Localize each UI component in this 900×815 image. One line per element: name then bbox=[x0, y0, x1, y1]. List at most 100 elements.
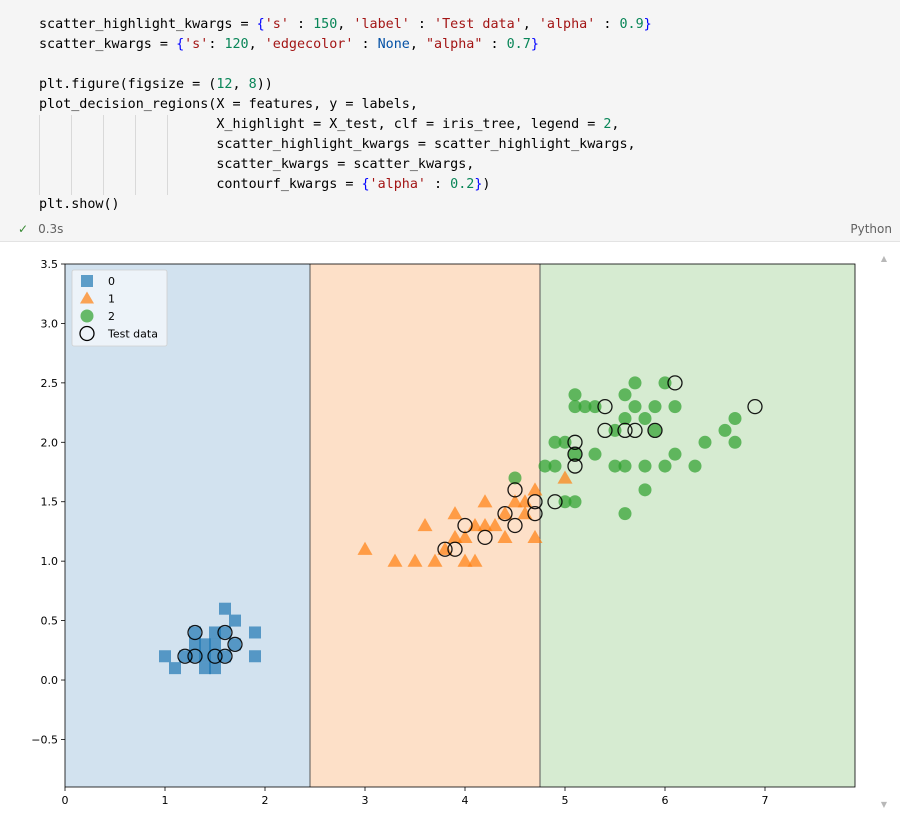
legend-marker-test bbox=[79, 325, 95, 342]
data-point-class-0 bbox=[249, 626, 261, 639]
data-point-class-2 bbox=[638, 483, 652, 497]
data-point-class-test bbox=[567, 434, 583, 450]
x-tick-label: 5 bbox=[562, 794, 569, 807]
data-point-class-0 bbox=[169, 662, 181, 675]
data-point-class-1 bbox=[407, 553, 423, 567]
data-point-class-2 bbox=[618, 459, 632, 473]
data-point-class-test bbox=[617, 422, 633, 439]
data-point-class-0 bbox=[229, 638, 241, 651]
y-tick-label: 2.0 bbox=[41, 436, 59, 449]
indent-guide bbox=[39, 115, 40, 195]
data-point-class-1 bbox=[477, 494, 493, 508]
x-tick-label: 1 bbox=[162, 794, 169, 807]
data-point-class-1 bbox=[357, 541, 373, 555]
decision-region-2 bbox=[540, 264, 855, 787]
data-point-class-1 bbox=[447, 506, 463, 520]
data-point-class-1 bbox=[457, 553, 473, 567]
data-point-class-2 bbox=[508, 471, 522, 485]
x-tick-label: 6 bbox=[662, 794, 669, 807]
data-point-class-0 bbox=[189, 638, 201, 651]
code-line-1: scatter_highlight_kwargs = {'s' : 150, '… bbox=[39, 17, 652, 32]
data-point-class-1 bbox=[477, 518, 493, 532]
data-point-class-test bbox=[547, 494, 563, 510]
check-icon: ✓ bbox=[18, 222, 29, 236]
data-point-class-test bbox=[567, 446, 583, 462]
data-point-class-1 bbox=[507, 494, 523, 508]
scroll-down-arrow-icon[interactable]: ▼ bbox=[880, 800, 887, 809]
data-point-class-test bbox=[627, 422, 643, 439]
data-point-class-test bbox=[217, 648, 233, 664]
data-point-class-0 bbox=[219, 602, 231, 615]
code-line-6: X_highlight = X_test, clf = iris_tree, l… bbox=[39, 117, 620, 132]
legend-label: 0 bbox=[108, 275, 115, 288]
data-point-class-0 bbox=[199, 638, 211, 651]
x-tick-label: 7 bbox=[762, 794, 769, 807]
y-tick-label: 2.5 bbox=[41, 377, 59, 390]
data-point-class-1 bbox=[467, 553, 483, 567]
y-tick-label: 3.5 bbox=[41, 258, 59, 271]
data-point-class-2 bbox=[618, 412, 632, 426]
legend-box bbox=[71, 269, 168, 347]
code-editor[interactable]: scatter_highlight_kwargs = {'s' : 150, '… bbox=[39, 15, 652, 215]
data-point-class-2 bbox=[648, 400, 662, 414]
y-tick-label: 0.5 bbox=[41, 615, 59, 628]
data-point-class-2 bbox=[538, 459, 552, 473]
data-point-class-1 bbox=[387, 553, 403, 567]
indent-guide bbox=[103, 115, 104, 195]
legend-label: 2 bbox=[108, 310, 115, 323]
data-point-class-test bbox=[597, 398, 613, 415]
data-point-class-2 bbox=[638, 412, 652, 426]
y-tick-label: 3.0 bbox=[41, 317, 59, 330]
data-point-class-test bbox=[567, 458, 583, 474]
data-point-class-2 bbox=[648, 423, 662, 437]
data-point-class-test bbox=[187, 624, 203, 641]
data-point-class-2 bbox=[638, 459, 652, 473]
data-point-class-2 bbox=[568, 495, 582, 509]
cell-output: 0 1 2 3 4 5 6 7 −0.5 0.0 0.5 1.0 1.5 2.0 2.5 3.0 3.5 0 1 2 T… bbox=[0, 242, 900, 811]
data-point-class-2 bbox=[628, 376, 642, 390]
y-tick-label: 1.0 bbox=[41, 555, 59, 568]
data-point-class-test bbox=[527, 494, 543, 510]
code-line-5: plot_decision_regions(X = features, y = … bbox=[39, 97, 418, 112]
code-cell[interactable]: scatter_highlight_kwargs = {'s' : 150, '… bbox=[0, 0, 900, 242]
plot-frame bbox=[64, 263, 856, 788]
data-point-class-2 bbox=[628, 400, 642, 414]
data-point-class-2 bbox=[568, 388, 582, 402]
data-point-class-0 bbox=[249, 650, 261, 663]
data-point-class-2 bbox=[618, 507, 632, 521]
data-point-class-1 bbox=[487, 518, 503, 532]
code-line-8: scatter_kwargs = scatter_kwargs, bbox=[39, 157, 475, 172]
data-point-class-0 bbox=[209, 662, 221, 675]
data-point-class-test bbox=[477, 529, 493, 546]
indent-guide bbox=[135, 115, 136, 195]
data-point-class-2 bbox=[548, 435, 562, 449]
data-point-class-0 bbox=[209, 638, 221, 651]
data-point-class-2 bbox=[568, 447, 582, 461]
data-point-class-2 bbox=[658, 459, 672, 473]
data-point-class-test bbox=[527, 505, 543, 522]
data-point-class-1 bbox=[447, 529, 463, 544]
data-point-class-0 bbox=[199, 662, 211, 675]
scroll-up-arrow-icon[interactable]: ▲ bbox=[880, 254, 887, 263]
data-point-class-1 bbox=[497, 529, 513, 544]
data-point-class-test bbox=[187, 648, 203, 664]
data-point-class-test bbox=[447, 541, 463, 557]
data-point-class-1 bbox=[557, 470, 573, 484]
decision-regions-chart: 0 1 2 3 4 5 6 7 −0.5 0.0 0.5 1.0 1.5 2.0 2.5 3.0 3.5 0 1 2 T… bbox=[31, 258, 856, 807]
data-point-class-test bbox=[667, 375, 683, 391]
indent-guide bbox=[71, 115, 72, 195]
data-point-class-test bbox=[597, 422, 613, 439]
data-point-class-test bbox=[507, 482, 523, 498]
data-point-class-test bbox=[227, 636, 243, 653]
cell-language[interactable]: Python bbox=[850, 222, 892, 236]
y-tick-label: 0.0 bbox=[41, 674, 59, 687]
data-point-class-test bbox=[177, 648, 193, 664]
data-point-class-1 bbox=[497, 506, 513, 520]
data-point-class-0 bbox=[159, 650, 171, 663]
code-line-9: contourf_kwargs = {'alpha' : 0.2}) bbox=[39, 177, 491, 192]
code-line-4: plt.figure(figsize = (12, 8)) bbox=[39, 77, 273, 92]
data-point-class-test bbox=[207, 648, 223, 664]
data-point-class-2 bbox=[578, 400, 592, 414]
legend-label: 1 bbox=[108, 293, 115, 306]
data-point-class-0 bbox=[219, 626, 231, 639]
